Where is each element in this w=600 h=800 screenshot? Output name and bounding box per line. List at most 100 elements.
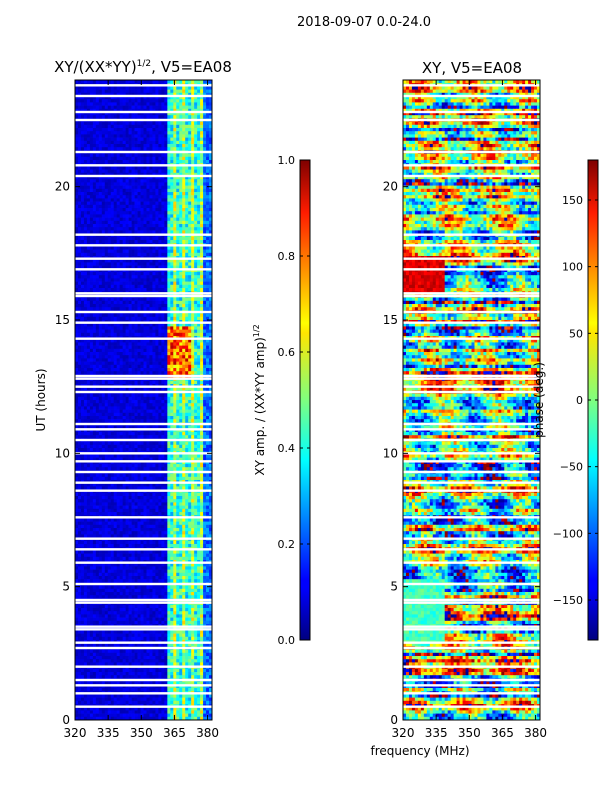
amp-heatmap-cell — [92, 332, 97, 337]
amp-heatmap-cell — [125, 281, 129, 286]
amp-heatmap-cell — [101, 99, 106, 103]
amp-heatmap-cell — [197, 236, 201, 241]
amp-heatmap-cell — [179, 131, 183, 135]
amp-heatmap-cell — [95, 288, 100, 292]
amp-heatmap-cell — [119, 112, 123, 116]
amp-heatmap-cell — [167, 227, 171, 231]
amp-heatmap-cell — [176, 252, 180, 257]
amp-heatmap-cell — [200, 99, 204, 103]
amp-heatmap-cell — [83, 201, 88, 206]
amp-heatmap-cell — [137, 224, 141, 228]
amp-heatmap-cell — [200, 80, 204, 84]
amp-heatmap-cell — [107, 80, 112, 84]
amp-heatmap-cell — [173, 361, 177, 366]
amp-heatmap-cell — [140, 252, 144, 257]
amp-heatmap-cell — [146, 224, 150, 228]
amp-heatmap-cell — [164, 361, 168, 366]
amp-heatmap-cell — [107, 156, 112, 161]
amp-heatmap-cell — [176, 387, 180, 391]
amp-heatmap-cell — [77, 153, 82, 158]
amp-heatmap-cell — [80, 262, 85, 266]
amp-heatmap-cell — [86, 393, 91, 398]
amp-heatmap-cell — [125, 304, 129, 308]
amp-heatmap-cell — [167, 176, 171, 180]
amp-heatmap-cell — [173, 265, 177, 270]
amp-heatmap-cell — [101, 220, 106, 225]
amp-heatmap-cell — [182, 380, 186, 385]
amp-heatmap-cell — [98, 412, 103, 417]
amp-heatmap-cell — [185, 355, 189, 359]
amp-heatmap-cell — [107, 220, 112, 225]
amp-heatmap-cell — [131, 128, 135, 132]
amp-heatmap-cell — [200, 396, 204, 401]
amp-heatmap-cell — [113, 416, 118, 420]
amp-heatmap-cell — [161, 272, 165, 276]
amp-heatmap-cell — [98, 323, 103, 327]
amp-heatmap-cell — [116, 208, 121, 212]
amp-heatmap-cell — [77, 160, 82, 164]
amp-heatmap-cell — [83, 134, 88, 138]
amp-heatmap-cell — [77, 368, 82, 372]
amp-heatmap-cell — [185, 89, 189, 94]
amp-heatmap-cell — [125, 368, 129, 372]
amp-heatmap-cell — [89, 214, 94, 218]
amp-heatmap-cell — [89, 115, 94, 119]
amp-heatmap-cell — [194, 409, 198, 414]
amp-heatmap-cell — [191, 230, 195, 234]
amp-heatmap-cell — [209, 368, 213, 372]
amp-heatmap-cell — [101, 396, 106, 401]
amp-heatmap-cell — [200, 140, 204, 145]
amp-heatmap-cell — [200, 198, 204, 202]
amp-heatmap-cell — [83, 412, 88, 417]
amp-heatmap-cell — [209, 332, 213, 337]
amp-heatmap-cell — [155, 230, 159, 234]
amp-heatmap-cell — [104, 371, 109, 375]
amp-heatmap-cell — [203, 108, 207, 113]
amp-heatmap-cell — [197, 105, 201, 110]
amp-heatmap-cell — [161, 121, 165, 126]
amp-heatmap-cell — [134, 96, 138, 100]
amp-heatmap-cell — [188, 313, 192, 318]
amp-heatmap-cell — [146, 131, 150, 135]
amp-heatmap-cell — [161, 140, 165, 145]
amp-heatmap-cell — [95, 172, 100, 177]
amp-heatmap-cell — [75, 112, 79, 116]
amp-heatmap-cell — [125, 105, 129, 110]
amp-heatmap-cell — [122, 272, 126, 276]
amp-heatmap-cell — [134, 364, 138, 369]
amp-heatmap-cell — [209, 153, 213, 158]
amp-heatmap-cell — [128, 419, 132, 423]
amp-heatmap-cell — [128, 272, 132, 276]
amp-heatmap-cell — [125, 240, 129, 244]
amp-heatmap-cell — [164, 252, 168, 257]
amp-heatmap-cell — [140, 201, 144, 206]
amp-heatmap-cell — [161, 355, 165, 359]
amp-heatmap-cell — [182, 355, 186, 359]
amp-heatmap-cell — [98, 108, 103, 113]
amp-heatmap-cell — [209, 195, 213, 199]
amp-heatmap-cell — [75, 147, 79, 151]
amp-heatmap-cell — [116, 144, 121, 148]
amp-heatmap-cell — [140, 96, 144, 100]
amp-heatmap-cell — [158, 364, 162, 369]
amp-heatmap-cell — [95, 252, 100, 257]
amp-heatmap-cell — [110, 393, 115, 398]
amp-heatmap-cell — [131, 406, 135, 410]
amp-panel: XY/(XX*YY)1/2, V5=EA08 320 335 350 365 380 0… — [34, 58, 232, 740]
amp-heatmap-cell — [173, 128, 177, 132]
amp-heatmap-cell — [197, 166, 201, 170]
amp-heatmap-cell — [188, 153, 192, 158]
amp-heatmap-cell — [206, 419, 210, 423]
amp-heatmap-cell — [209, 124, 213, 129]
amp-heatmap-cell — [188, 304, 192, 308]
amp-heatmap-cell — [80, 121, 85, 126]
amp-heatmap-cell — [176, 275, 180, 279]
amp-heatmap-cell — [176, 419, 180, 423]
amp-heatmap-cell — [173, 259, 177, 263]
amp-heatmap-cell — [152, 393, 156, 398]
amp-heatmap-cell — [92, 140, 97, 145]
amp-heatmap-cell — [116, 393, 121, 398]
amp-heatmap-cell — [122, 412, 126, 417]
amp-heatmap-cell — [149, 99, 153, 103]
amp-heatmap-cell — [200, 371, 204, 375]
